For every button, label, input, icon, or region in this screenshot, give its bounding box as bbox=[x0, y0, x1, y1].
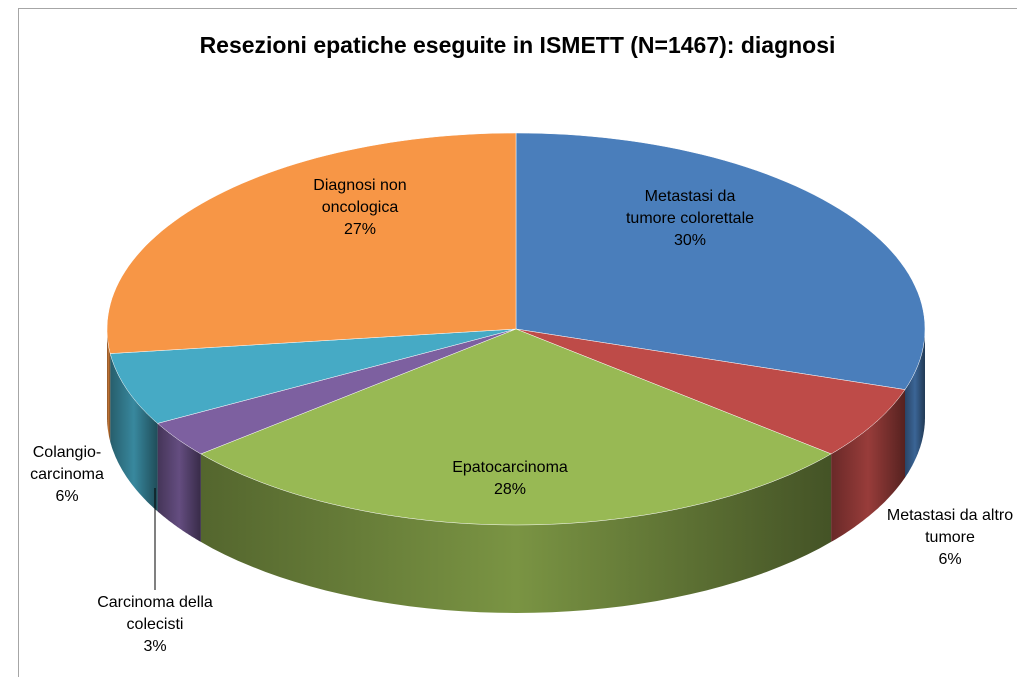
category-label: Carcinoma della colecisti bbox=[97, 594, 213, 633]
value-label: 28% bbox=[493, 481, 527, 498]
pie-slice bbox=[515, 328, 906, 455]
pie-slice-side bbox=[110, 353, 158, 512]
pie-slice-side bbox=[200, 453, 832, 613]
chart-title: Resezioni epatiche eseguite in ISMETT (N… bbox=[199, 32, 836, 58]
pie-slice-side bbox=[157, 423, 201, 542]
pie-slice bbox=[515, 132, 926, 390]
value-label: 6% bbox=[938, 551, 962, 568]
pie-slice-side bbox=[107, 329, 111, 442]
pie-slice-side bbox=[831, 389, 905, 542]
category-label: Diagnosi non oncologica bbox=[313, 177, 407, 216]
pie-slice bbox=[106, 132, 517, 354]
category-label: Metastasi da altro tumore bbox=[886, 507, 1014, 546]
value-label: 6% bbox=[55, 488, 79, 505]
pie-slice-side bbox=[905, 329, 925, 478]
value-label: 30% bbox=[673, 232, 707, 249]
category-label: Colangio-carcinoma bbox=[30, 444, 104, 483]
chart-border bbox=[18, 8, 1017, 677]
pie-slice bbox=[200, 328, 832, 526]
pie-slice bbox=[157, 328, 517, 455]
slice-label: Metastasi da tumore colorettale 30% bbox=[625, 186, 755, 252]
category-label: Metastasi da tumore colorettale bbox=[625, 188, 755, 227]
pie-slice bbox=[109, 328, 517, 424]
value-label: 3% bbox=[143, 638, 167, 655]
category-label: Epatocarcinoma bbox=[452, 459, 568, 476]
slice-label: Epatocarcinoma 28% bbox=[430, 457, 590, 501]
slice-label: Metastasi da altro tumore 6% bbox=[875, 505, 1017, 571]
value-label: 27% bbox=[343, 221, 377, 238]
slice-label: Diagnosi non oncologica 27% bbox=[285, 175, 435, 241]
slice-label: Carcinoma della colecisti 3% bbox=[70, 592, 240, 658]
slice-label: Colangio-carcinoma 6% bbox=[12, 442, 122, 508]
